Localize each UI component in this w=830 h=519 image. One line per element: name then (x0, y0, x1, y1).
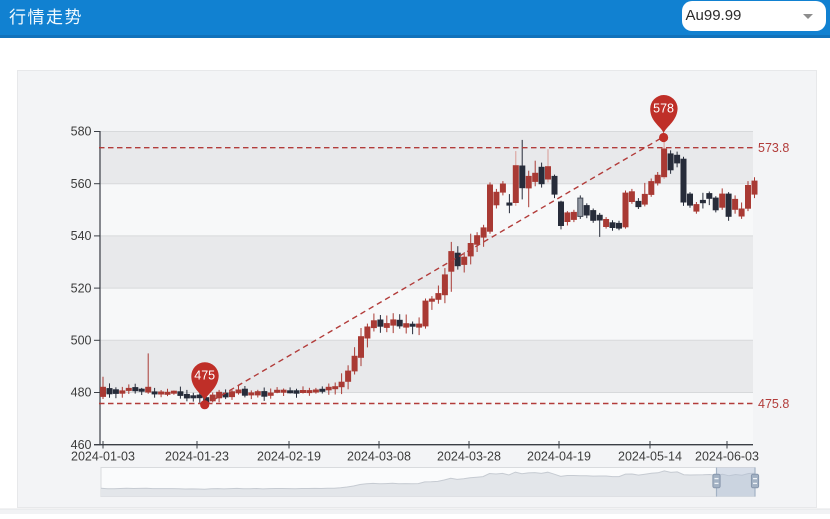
svg-text:540: 540 (71, 229, 92, 243)
svg-text:2024-02-19: 2024-02-19 (257, 450, 321, 464)
svg-text:2024-01-03: 2024-01-03 (71, 450, 135, 464)
svg-text:560: 560 (71, 177, 92, 191)
svg-text:2024-05-14: 2024-05-14 (618, 450, 682, 464)
svg-text:580: 580 (71, 125, 92, 139)
svg-text:475.8: 475.8 (758, 397, 789, 411)
svg-text:500: 500 (71, 334, 92, 348)
svg-text:2024-03-08: 2024-03-08 (347, 450, 411, 464)
svg-text:2024-04-19: 2024-04-19 (527, 450, 591, 464)
svg-text:460: 460 (71, 438, 92, 452)
svg-text:480: 480 (71, 386, 92, 400)
svg-text:2024-06-03: 2024-06-03 (695, 450, 759, 464)
svg-text:520: 520 (71, 281, 92, 295)
svg-text:2024-03-28: 2024-03-28 (437, 450, 501, 464)
svg-text:475: 475 (194, 369, 215, 383)
svg-text:573.8: 573.8 (758, 141, 789, 155)
svg-text:2024-01-23: 2024-01-23 (165, 450, 229, 464)
svg-text:578: 578 (653, 102, 674, 116)
